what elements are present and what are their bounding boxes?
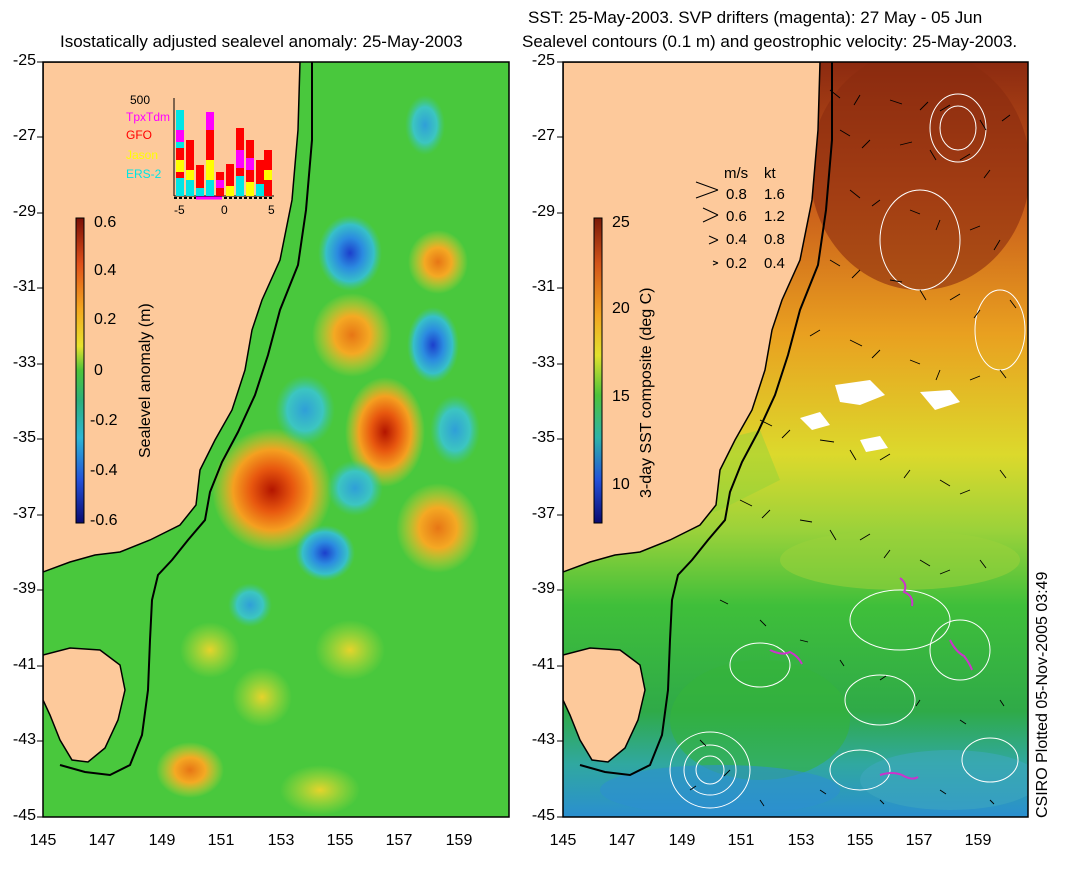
left-map-tasmania bbox=[43, 647, 126, 763]
left-y-tick: -35 bbox=[12, 429, 36, 446]
sla-colorbar-tick: 0.4 bbox=[94, 262, 117, 279]
right-y-tick: -45 bbox=[531, 807, 555, 824]
right-map-title-line2: Sealevel contours (0.1 m) and geostrophi… bbox=[522, 32, 1018, 51]
right-map-shelf-contour bbox=[579, 62, 833, 777]
histogram-scale-label: 500 bbox=[130, 93, 151, 107]
right-x-tick: 159 bbox=[964, 832, 992, 849]
right-y-tick: -41 bbox=[531, 656, 555, 673]
right-y-tick: -25 bbox=[531, 52, 555, 69]
satellite-legend-gfo: GFO bbox=[126, 128, 152, 142]
sla-colorbar-tick: 0.6 bbox=[94, 214, 117, 231]
velocity-legend-header-ms: m/s bbox=[724, 165, 749, 182]
right-x-tick: 151 bbox=[727, 832, 755, 849]
left-x-tick: 159 bbox=[445, 832, 473, 849]
right-map bbox=[563, 62, 1028, 817]
right-y-tick: -35 bbox=[531, 429, 555, 446]
left-map-title: Isostatically adjusted sealevel anomaly:… bbox=[60, 32, 463, 51]
left-y-tick: -41 bbox=[12, 656, 36, 673]
left-y-tick: -25 bbox=[12, 52, 36, 69]
sla-colorbar-label: Sealevel anomaly (m) bbox=[137, 303, 154, 458]
velocity-arrows bbox=[689, 89, 1017, 807]
left-x-tick: 151 bbox=[207, 832, 235, 849]
satellite-histogram bbox=[173, 98, 274, 200]
right-x-tick: 149 bbox=[668, 832, 696, 849]
left-y-tick: -29 bbox=[12, 203, 36, 220]
right-y-tick: -33 bbox=[531, 354, 555, 371]
sla-colorbar-tick: -0.6 bbox=[90, 512, 118, 529]
left-y-tick: -45 bbox=[12, 807, 36, 824]
sst-colorbar-tick: 20 bbox=[612, 300, 630, 317]
left-y-tick: -37 bbox=[12, 505, 36, 522]
left-y-tick: -43 bbox=[12, 731, 36, 748]
velocity-legend-arrows bbox=[695, 181, 719, 266]
sla-colorbar-tick: 0.2 bbox=[94, 311, 117, 328]
sla-colorbar-tick: -0.2 bbox=[90, 412, 118, 429]
velocity-legend-ms: 0.2 bbox=[726, 255, 747, 272]
right-y-tick: -29 bbox=[531, 203, 555, 220]
velocity-legend-kt: 0.8 bbox=[764, 231, 785, 248]
left-x-tick: 147 bbox=[88, 832, 116, 849]
satellite-legend-jason: Jason bbox=[126, 148, 159, 162]
plot-credit: CSIRO Plotted 05-Nov-2005 03:49 bbox=[1034, 571, 1051, 818]
velocity-legend-ms: 0.8 bbox=[726, 186, 747, 203]
velocity-legend-kt: 1.2 bbox=[764, 208, 785, 225]
sst-colorbar-label: 3-day SST composite (deg C) bbox=[638, 287, 655, 498]
left-x-tick: 149 bbox=[148, 832, 176, 849]
left-map-mainland bbox=[43, 62, 301, 573]
right-y-tick: -43 bbox=[531, 731, 555, 748]
right-map-tasmania bbox=[563, 647, 646, 763]
left-x-tick: 153 bbox=[267, 832, 295, 849]
histogram-x-tick: -5 bbox=[174, 203, 185, 217]
sst-colorbar-tick: 15 bbox=[612, 388, 630, 405]
sst-colorbar bbox=[593, 217, 603, 524]
right-y-tick: -39 bbox=[531, 580, 555, 597]
right-y-tick: -31 bbox=[531, 278, 555, 295]
sst-colorbar-tick: 25 bbox=[612, 214, 630, 231]
left-map bbox=[43, 62, 509, 817]
sst-colorbar-tick: 10 bbox=[612, 476, 630, 493]
right-map-title-line1: SST: 25-May-2003. SVP drifters (magenta)… bbox=[528, 8, 983, 27]
histogram-x-tick: 0 bbox=[221, 203, 228, 217]
sla-colorbar bbox=[75, 217, 85, 524]
satellite-legend-ers2: ERS-2 bbox=[126, 167, 162, 181]
histogram-x-tick: 5 bbox=[268, 203, 275, 217]
left-y-tick: -39 bbox=[12, 580, 36, 597]
right-x-tick: 147 bbox=[608, 832, 636, 849]
velocity-legend-kt: 1.6 bbox=[764, 186, 785, 203]
velocity-legend-header-kt: kt bbox=[764, 165, 776, 182]
left-x-tick: 145 bbox=[29, 832, 57, 849]
left-y-tick: -27 bbox=[12, 127, 36, 144]
right-x-tick: 155 bbox=[846, 832, 874, 849]
left-y-tick: -33 bbox=[12, 354, 36, 371]
left-map-shelf-contour bbox=[59, 62, 313, 777]
right-x-tick: 157 bbox=[905, 832, 933, 849]
sla-colorbar-tick: -0.4 bbox=[90, 462, 118, 479]
right-x-tick: 145 bbox=[549, 832, 577, 849]
left-x-tick: 155 bbox=[326, 832, 354, 849]
velocity-legend-ms: 0.4 bbox=[726, 231, 747, 248]
satellite-legend-tpxtdm: TpxTdm bbox=[126, 110, 171, 124]
left-x-tick: 157 bbox=[385, 832, 413, 849]
velocity-legend-ms: 0.6 bbox=[726, 208, 747, 225]
right-x-tick: 153 bbox=[787, 832, 815, 849]
right-y-tick: -37 bbox=[531, 505, 555, 522]
left-y-tick: -31 bbox=[12, 278, 36, 295]
right-map-mainland bbox=[563, 62, 821, 573]
right-y-tick: -27 bbox=[531, 127, 555, 144]
velocity-legend-kt: 0.4 bbox=[764, 255, 785, 272]
sla-colorbar-tick: 0 bbox=[94, 362, 103, 379]
